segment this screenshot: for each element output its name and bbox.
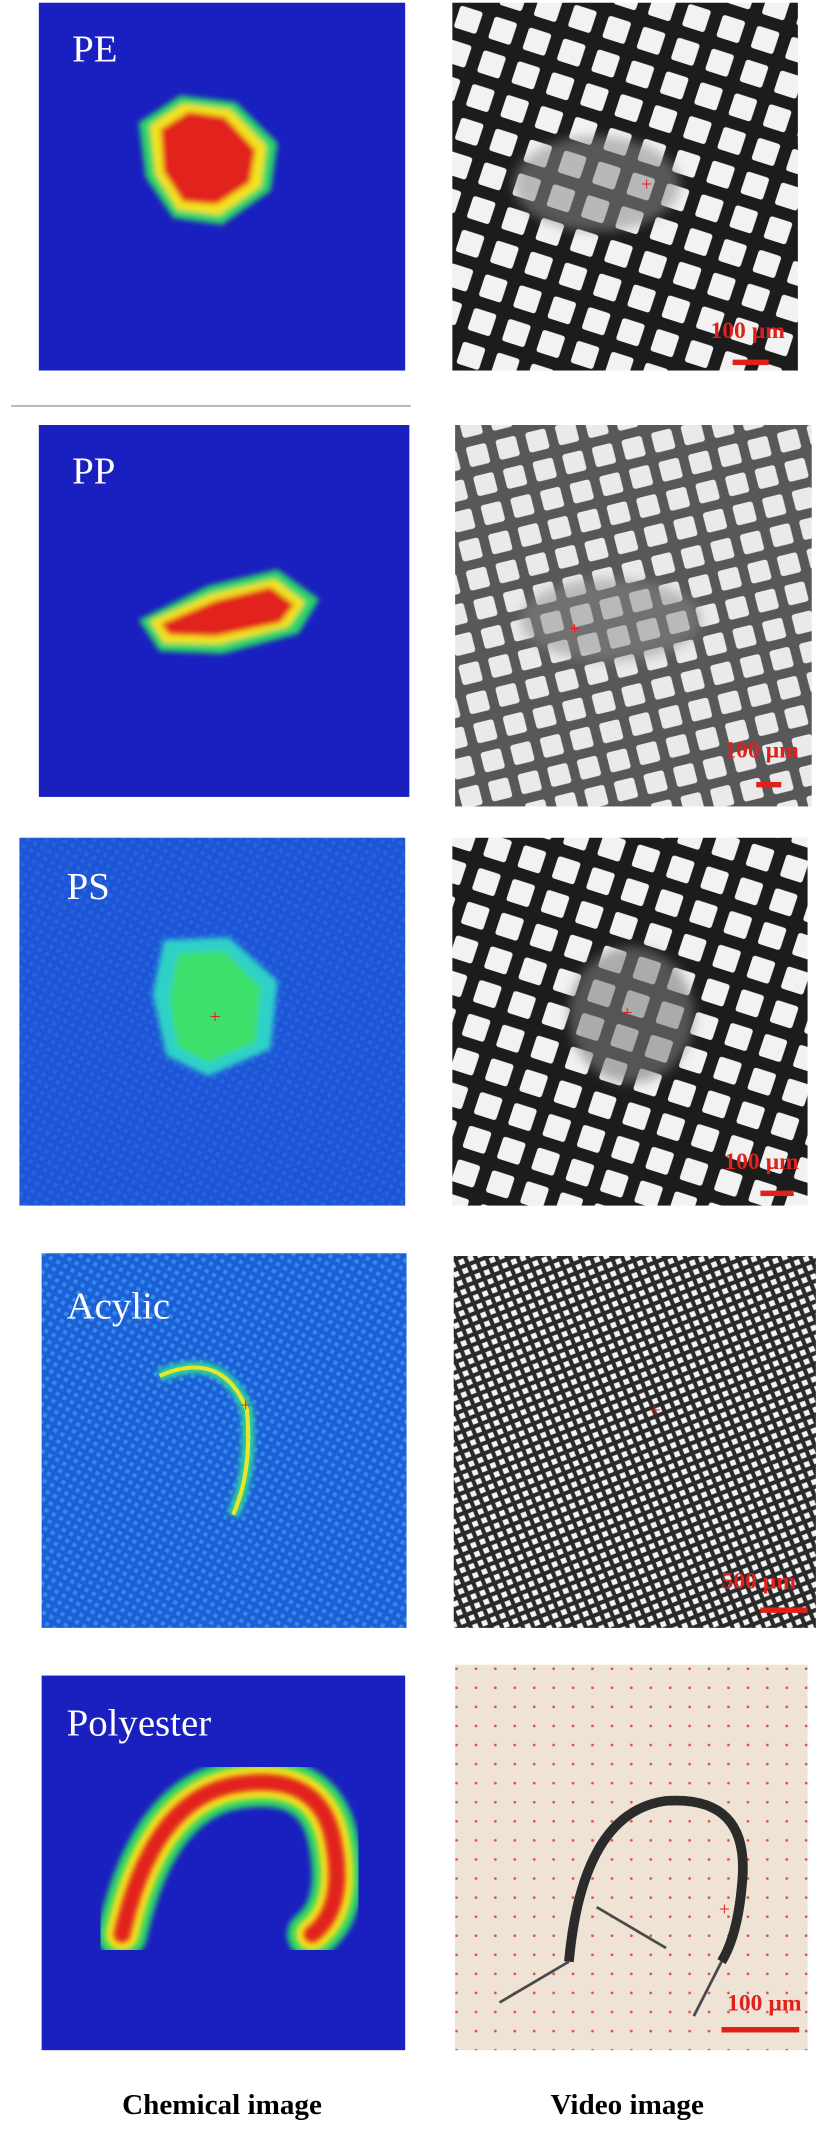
- decoration: [158, 1365, 251, 1516]
- row-pp: PP + 100 µm: [38, 425, 812, 807]
- scale-bar: [756, 781, 782, 788]
- video-image: [455, 1664, 808, 2051]
- scale-bar: [721, 2027, 800, 2033]
- decoration: [568, 946, 694, 1083]
- marker: +: [569, 619, 580, 640]
- decoration: [152, 937, 278, 1077]
- marker: +: [719, 1899, 730, 1920]
- decoration: [498, 1905, 723, 2017]
- row-polyester: Polyester + 100 µm: [41, 1664, 808, 2051]
- scale-bar-label: 100 µm: [710, 318, 785, 344]
- polymer-label: PP: [72, 451, 115, 493]
- video-image: [453, 1255, 816, 1628]
- chemical-image: [41, 1253, 407, 1628]
- polymer-label: PE: [72, 29, 117, 71]
- polymer-label: Polyester: [67, 1703, 212, 1745]
- polymer-label: PS: [67, 866, 110, 908]
- scale-bar: [760, 1607, 808, 1613]
- marker: +: [622, 1003, 633, 1024]
- scale-bar: [732, 359, 769, 366]
- decoration: [138, 569, 320, 654]
- decoration: [160, 111, 256, 205]
- decoration: [169, 950, 261, 1063]
- polymer-label: Acylic: [67, 1286, 171, 1328]
- scale-bar-label: 100 µm: [724, 1149, 799, 1175]
- marker: +: [240, 1395, 251, 1416]
- scale-bar-label: 500 µm: [722, 1569, 797, 1595]
- marker: +: [649, 1401, 660, 1422]
- marker: +: [210, 1007, 221, 1028]
- decoration: [520, 578, 701, 661]
- scale-bar: [760, 1190, 794, 1197]
- decoration: [138, 95, 278, 225]
- column-caption: Video image: [550, 2089, 704, 2121]
- column-caption: Chemical image: [122, 2089, 322, 2121]
- row-acylic: + Acylic + 500 µm: [41, 1253, 816, 1628]
- row-pe: PE + 100 µm: [11, 2, 798, 407]
- row-ps: + PS + 100 µm: [19, 837, 808, 1206]
- decoration: [564, 1795, 748, 1965]
- marker: +: [641, 175, 652, 196]
- scale-bar-label: 100 µm: [724, 738, 799, 764]
- scale-bar-label: 100 µm: [727, 1991, 802, 2017]
- decoration: [160, 587, 295, 637]
- decoration: [513, 136, 680, 232]
- decoration: [113, 1774, 346, 1943]
